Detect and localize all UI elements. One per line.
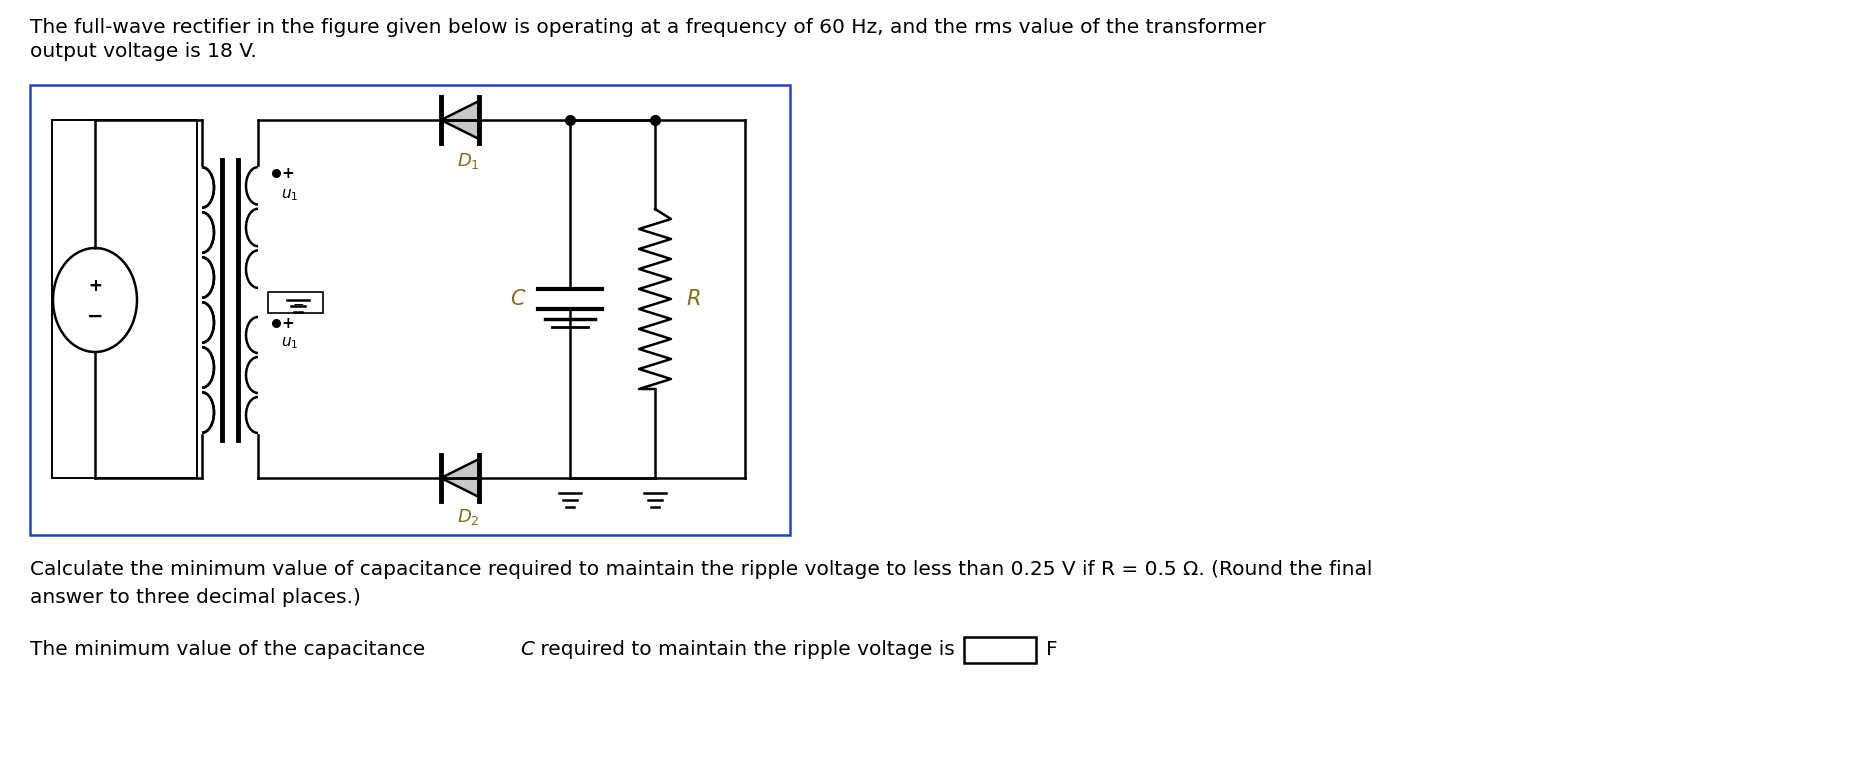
Text: $D_2$: $D_2$ (456, 507, 480, 527)
Text: −: − (87, 306, 104, 326)
Text: The minimum value of the capacitance: The minimum value of the capacitance (30, 640, 432, 659)
Text: Calculate the minimum value of capacitance required to maintain the ripple volta: Calculate the minimum value of capacitan… (30, 560, 1373, 579)
Text: F: F (1045, 640, 1058, 659)
Text: $u_1$: $u_1$ (282, 335, 298, 351)
Text: $u_1$: $u_1$ (282, 187, 298, 203)
Polygon shape (441, 459, 478, 497)
Bar (964, 637, 1036, 663)
Text: required to maintain the ripple voltage is: required to maintain the ripple voltage … (534, 640, 954, 659)
Text: The full-wave rectifier in the figure given below is operating at a frequency of: The full-wave rectifier in the figure gi… (30, 18, 1266, 37)
Bar (52, 120, 196, 478)
Text: answer to three decimal places.): answer to three decimal places.) (30, 588, 361, 607)
Text: −: − (87, 306, 104, 326)
Text: $R$: $R$ (686, 289, 700, 309)
Text: $D_1$: $D_1$ (456, 151, 480, 171)
Text: −: − (293, 298, 304, 312)
Text: +: + (89, 277, 102, 295)
Bar (30, 85, 789, 535)
Text: $C$: $C$ (510, 289, 526, 309)
Polygon shape (441, 101, 478, 139)
Text: +: + (282, 316, 295, 330)
Text: +: + (282, 166, 295, 180)
Text: C: C (521, 640, 534, 659)
Text: +: + (89, 277, 102, 295)
Bar (269, 292, 322, 313)
Text: output voltage is 18 V.: output voltage is 18 V. (30, 42, 258, 61)
